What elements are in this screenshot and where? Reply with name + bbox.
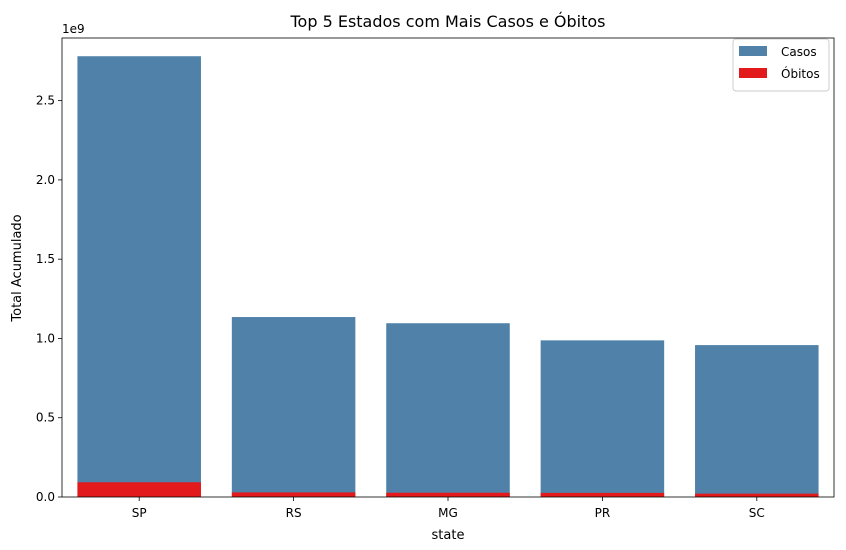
bar-casos-rs (231, 317, 356, 497)
y-axis: 0.0 0.5 1.0 1.5 2.0 2.5 (36, 94, 62, 504)
plot-area (61, 37, 835, 498)
y-tick-label: 1.5 (36, 252, 55, 266)
bar--bitos-rs (231, 492, 356, 497)
x-tick-label: SC (749, 506, 765, 520)
y-tick-label: 2.0 (36, 173, 55, 187)
x-tick-label: RS (286, 506, 302, 520)
legend-label: Óbitos (781, 66, 820, 81)
y-offset-label: 1e9 (62, 22, 85, 36)
y-tick-label: 2.5 (36, 94, 55, 108)
y-tick-label: 0.5 (36, 411, 55, 425)
y-tick-label: 1.0 (36, 331, 55, 345)
x-tick-label: MG (438, 506, 458, 520)
bar-casos-mg (386, 323, 510, 497)
bar--bitos-pr (540, 492, 665, 497)
x-tick-label: SP (132, 506, 147, 520)
legend-swatch (739, 68, 767, 78)
legend-label: Casos (781, 45, 817, 59)
legend: Casos Óbitos (732, 38, 830, 92)
chart-title: Top 5 Estados com Mais Casos e Óbitos (289, 12, 605, 31)
bar--bitos-mg (386, 492, 510, 497)
bar-casos-pr (540, 340, 665, 497)
bar--bitos-sc (695, 493, 819, 497)
bar-casos-sp (77, 56, 201, 498)
bar--bitos-sp (77, 482, 201, 497)
bar-casos-sc (695, 345, 819, 497)
x-axis: SP RS MG PR SC (132, 497, 765, 520)
y-tick-label: 0.0 (36, 490, 55, 504)
legend-swatch (739, 46, 767, 56)
y-axis-label: Total Acumulado (10, 214, 25, 322)
x-axis-label: state (432, 528, 465, 543)
x-tick-label: PR (595, 506, 611, 520)
